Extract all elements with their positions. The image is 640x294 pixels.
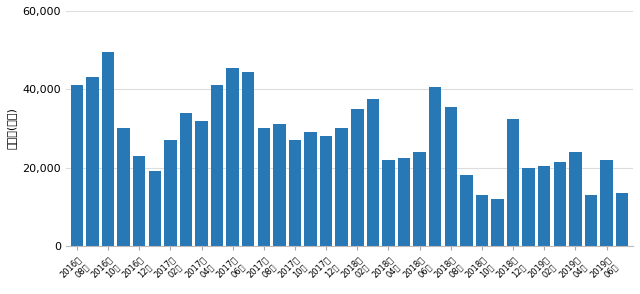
Bar — [382, 160, 395, 246]
Bar — [538, 166, 550, 246]
Bar — [616, 193, 628, 246]
Bar — [445, 107, 457, 246]
Bar — [273, 124, 285, 246]
Bar — [522, 168, 535, 246]
Bar — [180, 113, 192, 246]
Bar — [195, 121, 208, 246]
Bar — [70, 85, 83, 246]
Bar — [460, 175, 472, 246]
Bar — [133, 156, 145, 246]
Bar — [554, 162, 566, 246]
Bar — [117, 128, 130, 246]
Bar — [429, 87, 442, 246]
Bar — [258, 128, 270, 246]
Bar — [600, 160, 613, 246]
Bar — [164, 140, 177, 246]
Bar — [148, 171, 161, 246]
Bar — [476, 195, 488, 246]
Y-axis label: 거래량(건수): 거래량(건수) — [7, 107, 17, 149]
Bar — [289, 140, 301, 246]
Bar — [507, 118, 519, 246]
Bar — [305, 132, 317, 246]
Bar — [335, 128, 348, 246]
Bar — [367, 99, 379, 246]
Bar — [211, 85, 223, 246]
Bar — [585, 195, 597, 246]
Bar — [242, 72, 255, 246]
Bar — [227, 68, 239, 246]
Bar — [398, 158, 410, 246]
Bar — [351, 109, 364, 246]
Bar — [320, 136, 332, 246]
Bar — [492, 199, 504, 246]
Bar — [569, 152, 582, 246]
Bar — [102, 52, 115, 246]
Bar — [86, 78, 99, 246]
Bar — [413, 152, 426, 246]
